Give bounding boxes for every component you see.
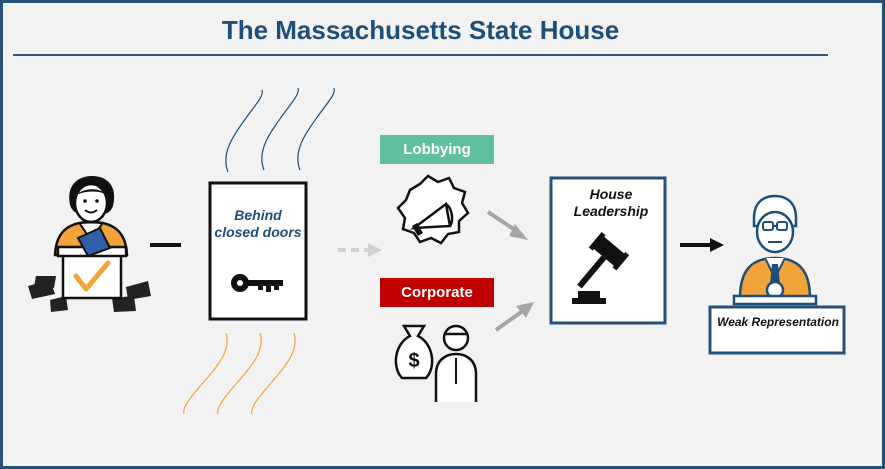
corporate-arrow [494, 302, 534, 332]
weak-representation-label: Weak Representation [717, 315, 839, 329]
weak-representation-box [708, 305, 846, 355]
heat-waves-top [225, 87, 335, 173]
gavel-icon [572, 232, 630, 304]
house-leadership-label: House Leadership [573, 186, 649, 219]
diagram-title: The Massachusetts State House [221, 15, 620, 45]
title-divider [13, 54, 828, 56]
heat-waves-bottom [183, 332, 296, 415]
money-bag-person-icon: $ [394, 324, 478, 402]
ballot-paper [112, 296, 136, 312]
lobbying-label: Lobbying [380, 135, 494, 164]
svg-text:$: $ [408, 350, 419, 372]
megaphone-badge-icon [396, 174, 470, 245]
ballot-paper [126, 281, 151, 300]
ballot-paper [34, 276, 56, 288]
dashed-arrow [338, 243, 382, 257]
lobbying-arrow [486, 210, 528, 240]
behind-closed-doors-label: Behind closed doors [214, 207, 302, 240]
key-icon [231, 274, 283, 292]
voter-with-ballot-box-icon [28, 176, 151, 312]
representative-at-podium-icon [732, 194, 818, 306]
ballot-paper [50, 296, 68, 312]
leadership-arrow [680, 238, 724, 252]
corporate-label: Corporate [380, 278, 494, 307]
closed-doors-box [208, 181, 308, 321]
